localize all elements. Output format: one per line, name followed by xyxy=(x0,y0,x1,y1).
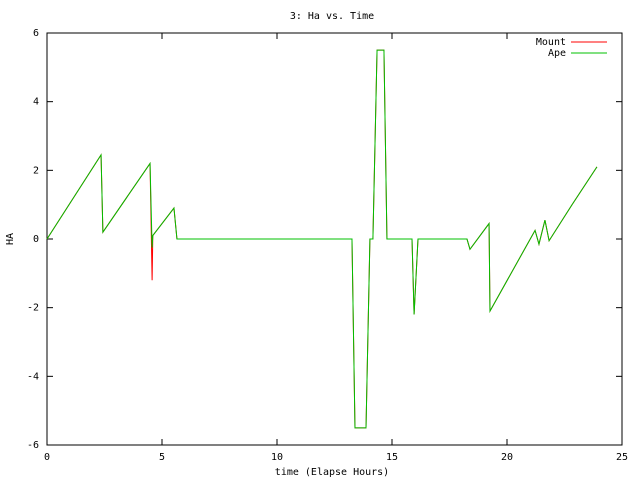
x-axis-label: time (Elapse Hours) xyxy=(275,467,389,478)
y-tick-label: 6 xyxy=(33,28,39,39)
series-line xyxy=(46,49,598,429)
y-tick-label: -6 xyxy=(27,440,39,451)
y-tick-label: -2 xyxy=(27,303,39,314)
x-tick-label: 5 xyxy=(159,452,165,463)
y-tick-label: 0 xyxy=(33,234,39,245)
legend-label: Mount xyxy=(536,37,566,48)
y-axis-label: HA xyxy=(5,233,16,245)
x-tick-label: 25 xyxy=(616,452,628,463)
legend-label: Ape xyxy=(548,48,566,59)
y-tick-label: 4 xyxy=(33,97,39,108)
chart-title: 3: Ha vs. Time xyxy=(290,11,374,22)
x-tick-label: 0 xyxy=(44,452,50,463)
x-tick-label: 15 xyxy=(386,452,398,463)
x-tick-label: 20 xyxy=(501,452,513,463)
y-tick-label: 2 xyxy=(33,165,39,176)
x-tick-label: 10 xyxy=(271,452,283,463)
y-tick-label: -4 xyxy=(27,371,39,382)
